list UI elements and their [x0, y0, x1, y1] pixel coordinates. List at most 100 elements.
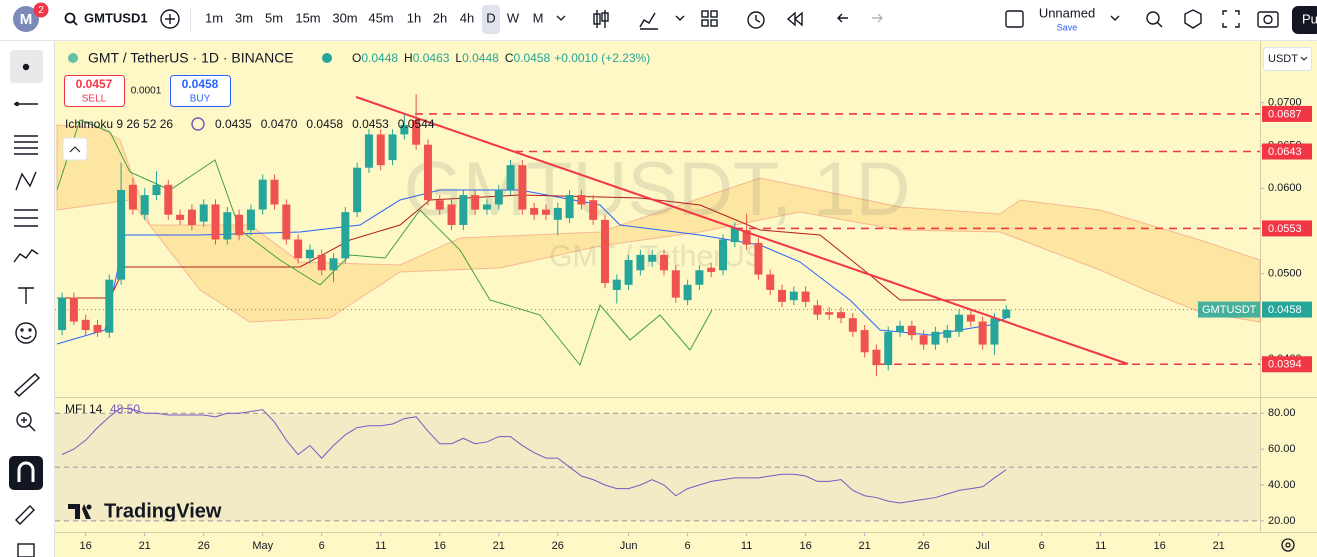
x-tick-label: 26	[198, 540, 210, 552]
price-pane: 0.07000.06500.06000.05000.04000.06870.06…	[55, 94, 1312, 377]
interval[interactable]: 45m	[368, 10, 393, 25]
candle-body	[648, 254, 657, 262]
x-tick-label: 21	[1213, 540, 1225, 552]
publish-button[interactable]	[1292, 6, 1317, 34]
layout-icon[interactable]	[1005, 10, 1024, 28]
ohlc-value: 0.0458	[513, 51, 550, 65]
x-tick-label: 16	[434, 540, 446, 552]
y-tick-label: 0.0700	[1268, 97, 1302, 109]
measure-tool[interactable]	[13, 373, 41, 397]
candle-body	[530, 207, 539, 215]
candle-body	[896, 325, 905, 332]
indicator-icon[interactable]	[191, 117, 205, 131]
x-tick-label: 11	[741, 540, 752, 552]
icon-tool[interactable]	[15, 322, 37, 344]
fib-tool[interactable]	[14, 135, 38, 155]
y-tick-label: 0.0500	[1268, 268, 1302, 280]
candle-body	[943, 330, 952, 338]
trend-line-tool[interactable]	[14, 101, 38, 107]
interval[interactable]: M	[533, 10, 544, 25]
interval[interactable]: 15m	[295, 10, 320, 25]
compare-button[interactable]	[160, 9, 180, 29]
interval[interactable]: 5m	[265, 10, 283, 25]
interval[interactable]: 4h	[460, 10, 474, 25]
layouts-button[interactable]	[701, 10, 718, 27]
layout-name[interactable]: Unnamed	[1039, 5, 1095, 20]
save-label[interactable]: Save	[1057, 22, 1078, 32]
candle-body	[742, 230, 751, 245]
magnet-tool[interactable]	[17, 461, 35, 482]
interval[interactable]: 1h	[407, 10, 421, 25]
candle-body	[199, 204, 208, 222]
lock-tool[interactable]	[17, 543, 35, 557]
interval[interactable]: 30m	[332, 10, 357, 25]
chevron[interactable]	[1110, 15, 1120, 21]
interval[interactable]: 2h	[433, 10, 447, 25]
brush-tool[interactable]	[13, 249, 39, 263]
buy-button[interactable]	[170, 75, 231, 107]
collapse-chevron	[69, 146, 81, 153]
currency[interactable]: USDT	[1268, 53, 1298, 65]
chevron[interactable]	[556, 15, 566, 21]
candle-body	[471, 195, 480, 210]
candle-body	[541, 209, 550, 215]
indicator-value: 0.0453	[352, 117, 389, 131]
candle-body	[447, 204, 456, 225]
pattern-tool[interactable]	[15, 171, 37, 191]
sell-price[interactable]: 0.0457	[76, 77, 113, 91]
level-tag	[1262, 143, 1312, 160]
redo-button[interactable]	[872, 13, 883, 23]
collapse-button[interactable]	[62, 137, 88, 161]
ohlc-value: 0.0448	[462, 51, 499, 65]
settings-button[interactable]	[1184, 9, 1202, 29]
symbol-name[interactable]: GMTUSD1	[84, 10, 148, 25]
publish-label[interactable]: Pu	[1302, 11, 1317, 26]
chevron[interactable]	[675, 15, 685, 21]
fullscreen-button[interactable]	[1222, 10, 1240, 28]
candle-body	[223, 212, 232, 240]
prediction-tool[interactable]	[14, 209, 38, 227]
sell-button[interactable]	[64, 75, 125, 107]
quick-search-button[interactable]	[1146, 11, 1163, 28]
x-tick-label: Jun	[620, 540, 638, 552]
sell-label[interactable]: SELL	[82, 94, 107, 105]
candle-body	[719, 239, 728, 271]
brand-logo-dot	[86, 504, 92, 510]
lock-draw-tool[interactable]	[15, 505, 35, 525]
watermark: GMTUSDT, 1D	[404, 147, 911, 232]
x-tick-label: 6	[319, 540, 325, 552]
x-tick-label: 16	[1154, 540, 1166, 552]
zoom-tool[interactable]	[16, 412, 36, 432]
candle-body	[707, 267, 716, 272]
undo-button[interactable]	[837, 13, 848, 23]
logo[interactable]: M 2	[13, 2, 49, 33]
currency-button[interactable]	[1263, 47, 1312, 71]
interval[interactable]: D	[486, 10, 495, 25]
interval[interactable]: 3m	[235, 10, 253, 25]
buy-label[interactable]: BUY	[190, 94, 211, 105]
axis-settings[interactable]	[1281, 538, 1295, 552]
indicators-button[interactable]	[639, 12, 658, 30]
x-tick-label: 26	[552, 540, 564, 552]
candle-body	[565, 195, 574, 219]
search-icon[interactable]	[64, 12, 78, 26]
cursor-tool[interactable]	[22, 63, 30, 71]
candle-type-button[interactable]	[593, 10, 609, 28]
mfi-y-tick-label: 20.00	[1268, 515, 1296, 527]
interval[interactable]: 1m	[205, 10, 223, 25]
candle-body	[164, 184, 173, 215]
trend-line	[355, 96, 1129, 365]
buy-price[interactable]: 0.0458	[182, 77, 219, 91]
snapshot-button[interactable]	[1257, 11, 1279, 28]
text-tool[interactable]	[18, 287, 34, 304]
candle-body	[176, 214, 185, 220]
interval[interactable]: W	[507, 10, 520, 25]
alert-button[interactable]	[747, 11, 765, 29]
replay-button[interactable]	[786, 11, 803, 27]
candle-body	[624, 260, 633, 285]
magnet-tool-bg[interactable]	[9, 456, 43, 490]
brand-logo	[68, 504, 91, 519]
candle-body	[152, 184, 161, 196]
candle-body	[860, 330, 869, 353]
brand-name: TradingView	[104, 500, 222, 522]
